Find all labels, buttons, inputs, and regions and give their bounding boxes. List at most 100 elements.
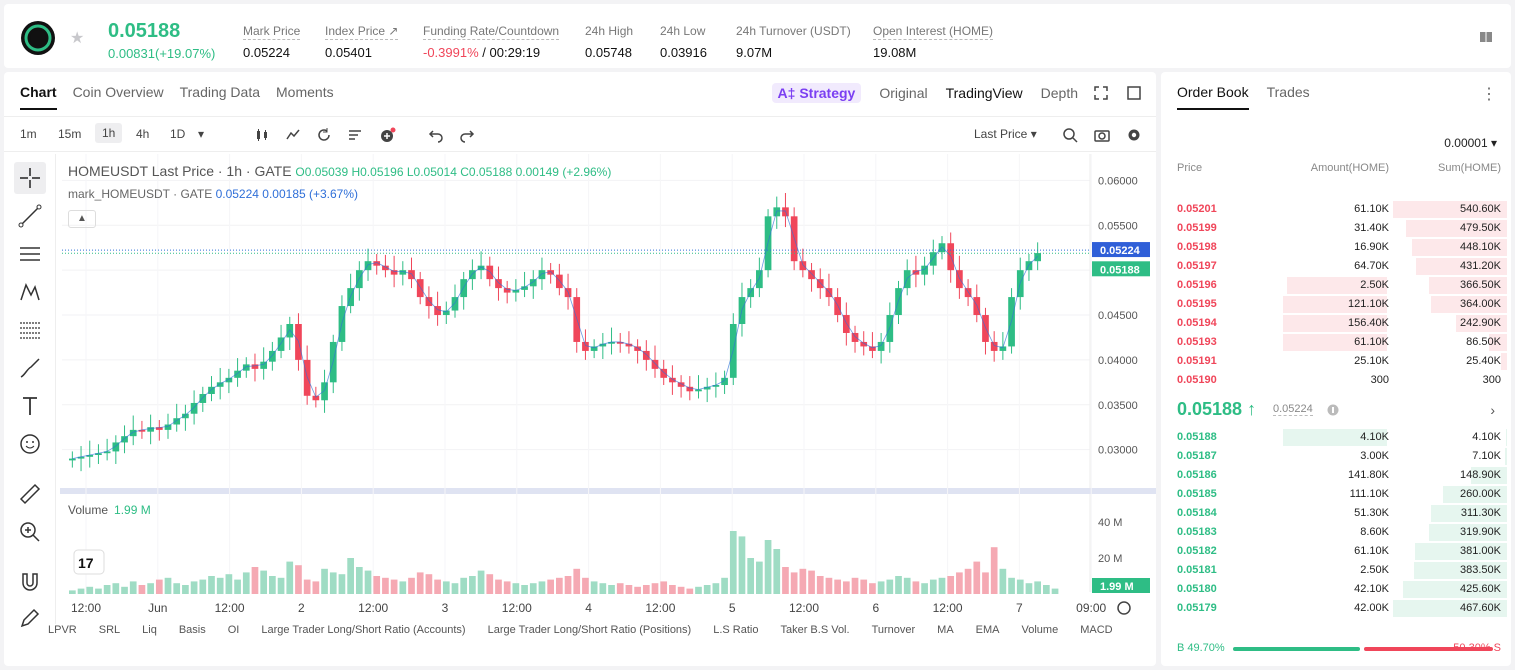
tab-trades[interactable]: Trades: [1266, 84, 1310, 100]
sum-cell: 467.60K: [1460, 602, 1501, 614]
candle-type-icon[interactable]: [254, 127, 270, 143]
candle-body: [616, 341, 624, 344]
bid-row[interactable]: 0.05185 111.10K 260.00K: [1161, 485, 1511, 504]
bid-row[interactable]: 0.05180 42.10K 425.60K: [1161, 580, 1511, 599]
strategy-button[interactable]: A‡ Strategy: [771, 83, 862, 103]
brush-icon[interactable]: [18, 356, 42, 380]
volume-bar: [929, 579, 937, 594]
search-icon[interactable]: [1062, 127, 1078, 143]
timeframe-15m[interactable]: 15m: [58, 127, 82, 141]
ask-row[interactable]: 0.05199 31.40K 479.50K: [1161, 219, 1511, 238]
guide-book-icon[interactable]: [1479, 30, 1493, 44]
volume-bar: [616, 583, 624, 594]
tab-chart[interactable]: Chart: [20, 84, 57, 110]
timeframe-1d[interactable]: 1D: [170, 127, 186, 141]
ruler-icon[interactable]: [18, 482, 42, 506]
funding-rate-value: -0.3991%: [423, 45, 479, 60]
indicator-shortcut[interactable]: OI: [227, 624, 240, 636]
mark-info-icon[interactable]: [1327, 404, 1339, 416]
settings-gear-icon[interactable]: [1126, 127, 1142, 143]
indicator-shortcut[interactable]: Volume: [1021, 624, 1059, 636]
bid-row[interactable]: 0.05183 8.60K 319.90K: [1161, 523, 1511, 542]
template-icon[interactable]: [347, 127, 363, 143]
window-icon[interactable]: [1127, 86, 1141, 100]
indicator-shortcut[interactable]: LPVR: [48, 624, 77, 636]
ask-row[interactable]: 0.05191 25.10K 25.40K: [1161, 352, 1511, 371]
indicator-shortcut[interactable]: Liq: [142, 624, 157, 636]
ask-row[interactable]: 0.05197 64.70K 431.20K: [1161, 257, 1511, 276]
pattern-icon[interactable]: [18, 280, 42, 304]
parallel-lines-icon[interactable]: [18, 242, 42, 266]
indicator-shortcut[interactable]: Basis: [178, 624, 206, 636]
undo-icon[interactable]: [428, 127, 444, 143]
ask-row[interactable]: 0.05195 121.10K 364.00K: [1161, 295, 1511, 314]
zoom-in-icon[interactable]: [18, 520, 42, 544]
tab-trading-data[interactable]: Trading Data: [179, 84, 261, 100]
tab-moments[interactable]: Moments: [276, 84, 334, 100]
timeframe-1m[interactable]: 1m: [20, 127, 37, 141]
indicator-shortcut[interactable]: SRL: [98, 624, 121, 636]
ask-row[interactable]: 0.05201 61.10K 540.60K: [1161, 200, 1511, 219]
indicator-shortcut[interactable]: MA: [937, 624, 954, 636]
fullscreen-icon[interactable]: [1094, 86, 1108, 100]
camera-icon[interactable]: [1094, 127, 1110, 143]
bid-row[interactable]: 0.05182 61.10K 381.00K: [1161, 542, 1511, 561]
stat-index-price[interactable]: Index Price ↗ 0.05401: [325, 24, 399, 60]
timeframe-4h[interactable]: 4h: [136, 127, 150, 141]
tab-tradingview[interactable]: TradingView: [945, 85, 1023, 101]
ask-row[interactable]: 0.05198 16.90K 448.10K: [1161, 238, 1511, 257]
bid-row[interactable]: 0.05188 4.10K 4.10K: [1161, 428, 1511, 447]
bid-row[interactable]: 0.05187 3.00K 7.10K: [1161, 447, 1511, 466]
bid-row[interactable]: 0.05181 2.50K 383.50K: [1161, 561, 1511, 580]
candlestick-chart[interactable]: 0.060000.055000.050000.045000.040000.035…: [4, 72, 1156, 666]
ask-row[interactable]: 0.05193 61.10K 86.50K: [1161, 333, 1511, 352]
add-indicator-icon[interactable]: [380, 127, 396, 143]
price-cell: 0.05183: [1177, 526, 1217, 538]
tab-coin-overview[interactable]: Coin Overview: [72, 84, 164, 100]
ask-row[interactable]: 0.05196 2.50K 366.50K: [1161, 276, 1511, 295]
tab-order-book[interactable]: Order Book: [1177, 84, 1249, 110]
indicator-shortcut[interactable]: Turnover: [871, 624, 916, 636]
refresh-icon[interactable]: [316, 127, 332, 143]
candle-body: [512, 289, 520, 293]
crosshair-icon[interactable]: [14, 162, 46, 194]
chart-tabs: Chart Coin Overview Trading Data Moments: [20, 84, 334, 110]
precision-select[interactable]: 0.00001 ▾: [1444, 136, 1497, 150]
bid-row[interactable]: 0.05184 51.30K 311.30K: [1161, 504, 1511, 523]
price-cell: 0.05182: [1177, 545, 1217, 557]
chevron-right-icon[interactable]: ›: [1490, 402, 1495, 418]
bid-row[interactable]: 0.05186 141.80K 148.90K: [1161, 466, 1511, 485]
redo-icon[interactable]: [459, 127, 475, 143]
volume-bar: [112, 583, 120, 594]
indicator-shortcut[interactable]: Taker B.S Vol.: [780, 624, 850, 636]
indicator-shortcut[interactable]: Large Trader Long/Short Ratio (Positions…: [487, 624, 692, 636]
candle-body: [816, 279, 824, 289]
indicator-shortcut[interactable]: L.S Ratio: [713, 624, 759, 636]
trend-line-icon[interactable]: [18, 204, 42, 228]
pencil-icon[interactable]: [18, 606, 42, 630]
timeframe-1h[interactable]: 1h: [95, 123, 123, 143]
text-tool-icon[interactable]: [18, 394, 42, 418]
indicator-shortcut[interactable]: MACD: [1080, 624, 1113, 636]
collapse-legend-icon[interactable]: ▲: [68, 210, 96, 228]
volume-bar: [260, 570, 268, 594]
candle-body: [269, 350, 276, 362]
volume-bar: [869, 583, 876, 594]
axis-settings-icon: [1117, 601, 1131, 615]
fib-retracement-icon[interactable]: [18, 318, 42, 342]
indicators-icon[interactable]: [285, 127, 301, 143]
bid-row[interactable]: 0.05179 42.00K 467.60K: [1161, 599, 1511, 618]
price-source-select[interactable]: Last Price ▾: [974, 127, 1037, 141]
timeframe-dropdown-icon[interactable]: ▾: [198, 127, 205, 141]
tab-depth[interactable]: Depth: [1040, 85, 1078, 101]
indicator-shortcut[interactable]: EMA: [975, 624, 1000, 636]
tab-original[interactable]: Original: [879, 85, 928, 101]
volume-bar: [1025, 583, 1033, 594]
emoji-icon[interactable]: [18, 432, 42, 456]
ask-row[interactable]: 0.05190 300 300: [1161, 371, 1511, 390]
more-options-icon[interactable]: ⋮: [1481, 86, 1497, 103]
magnet-icon[interactable]: [18, 570, 42, 594]
ask-row[interactable]: 0.05194 156.40K 242.90K: [1161, 314, 1511, 333]
indicator-shortcut[interactable]: Large Trader Long/Short Ratio (Accounts): [261, 624, 466, 636]
favorite-star-icon[interactable]: ★: [70, 30, 85, 47]
